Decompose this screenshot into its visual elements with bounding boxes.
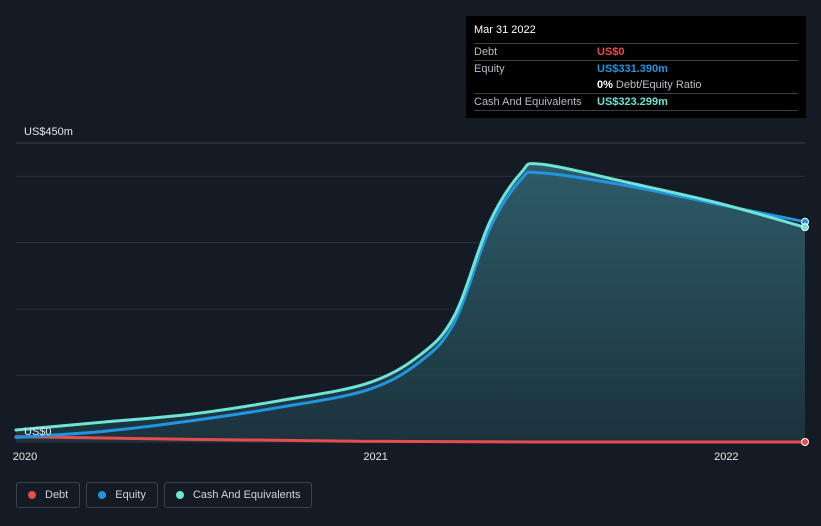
y-axis-top-label: US$450m [24, 126, 73, 138]
tooltip-equity-value: US$331.390m [597, 63, 668, 75]
data-tooltip: Mar 31 2022 Debt US$0 Equity US$331.390m… [466, 16, 806, 118]
cash-area-fill [16, 163, 805, 442]
tooltip-ratio-value: 0% [597, 79, 613, 91]
x-tick-label: 2021 [363, 451, 387, 463]
equity-dot-icon [98, 491, 107, 499]
tooltip-row-cash: Cash And Equivalents US$323.299m [474, 93, 798, 111]
tooltip-debt-value: US$0 [597, 46, 625, 58]
debt-dot-icon [28, 491, 36, 499]
axis-labels: US$450m US$0 2020 2021 2022 [13, 126, 739, 463]
legend-item-cash[interactable]: Cash And Equivalents [163, 482, 313, 508]
tooltip-row-equity: Equity US$331.390m [474, 60, 798, 77]
cash-end-point[interactable] [801, 223, 809, 232]
tooltip-row-debt: Debt US$0 [474, 43, 798, 60]
legend-cash-label: Cash And Equivalents [192, 489, 301, 501]
tooltip-equity-label: Equity [474, 63, 505, 75]
x-tick-label: 2022 [714, 451, 738, 463]
cash-dot-icon [175, 491, 184, 499]
tooltip-cash-label: Cash And Equivalents [474, 96, 582, 108]
legend: Debt Equity Cash And Equivalents [16, 482, 313, 508]
legend-item-debt[interactable]: Debt [16, 482, 81, 508]
cash-series-line [14, 162, 807, 432]
tooltip-ratio-label: Debt/Equity Ratio [615, 79, 702, 91]
debt-series-line [14, 435, 807, 444]
tooltip-date: Mar 31 2022 [474, 24, 536, 36]
x-tick-label: 2020 [13, 451, 37, 463]
tooltip-row-ratio: 0% Debt/Equity Ratio [474, 77, 798, 93]
legend-equity-label: Equity [115, 489, 146, 501]
tooltip-cash-value: US$323.299m [597, 96, 668, 108]
debt-end-point[interactable] [801, 438, 809, 446]
y-axis-bottom-label: US$0 [24, 426, 52, 438]
tooltip-debt-label: Debt [474, 46, 498, 58]
legend-item-equity[interactable]: Equity [86, 482, 158, 508]
equity-series-line [14, 170, 807, 439]
legend-debt-label: Debt [45, 489, 69, 501]
chart-marks [14, 162, 809, 446]
